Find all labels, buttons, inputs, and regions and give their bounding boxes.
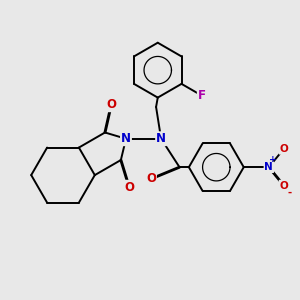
Text: O: O	[146, 172, 156, 185]
Text: O: O	[280, 181, 288, 190]
Text: O: O	[280, 144, 288, 154]
Text: O: O	[124, 181, 134, 194]
Text: N: N	[121, 132, 131, 145]
Text: -: -	[288, 188, 292, 198]
Text: N: N	[156, 132, 166, 145]
Text: +: +	[269, 155, 277, 164]
Text: F: F	[198, 89, 206, 102]
Text: O: O	[106, 98, 116, 111]
Text: N: N	[265, 162, 273, 172]
